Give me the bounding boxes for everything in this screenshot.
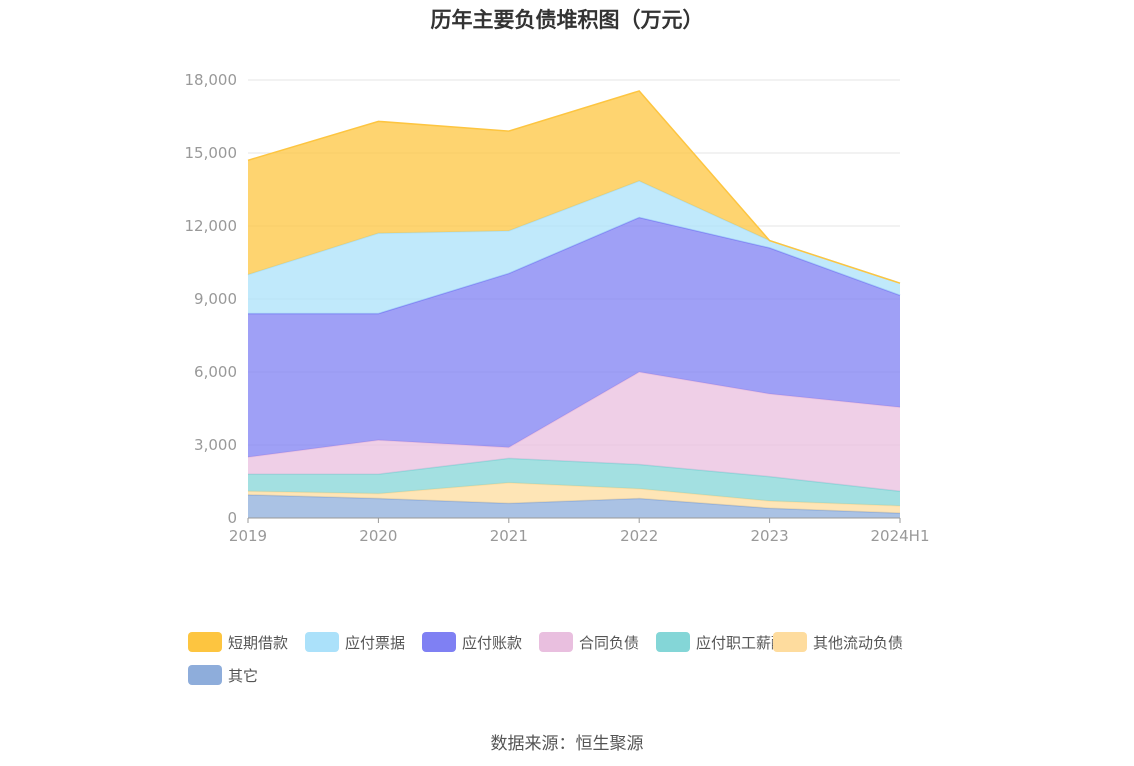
legend-swatch [305,632,339,652]
area-应付票据 [248,180,900,314]
x-tick-label: 2021 [490,527,528,545]
y-tick-label: 9,000 [194,290,237,308]
x-tick-label: 2019 [229,527,267,545]
area-合同负债 [248,372,900,492]
y-tick-label: 3,000 [194,436,237,454]
legend-label: 其它 [228,666,259,685]
x-tick-label: 2024H1 [871,527,930,545]
legend-label: 短期借款 [228,633,289,652]
legend-swatch [188,665,222,685]
legend-label: 其他流动负债 [813,633,904,652]
legend-swatch [422,632,456,652]
legend-item[interactable]: 应付账款 [422,630,522,654]
legend-item[interactable]: 合同负债 [539,630,639,654]
area-应付账款 [248,217,900,458]
area-其他流动负债 [248,482,900,514]
data-source-note: 数据来源：恒生聚源 [490,734,644,754]
legend-item[interactable]: 应付票据 [305,630,405,654]
legend-label: 合同负债 [579,633,640,652]
x-tick-label: 2023 [751,527,789,545]
stacked-area-chart: 0 3,000 6,000 9,000 12,000 15,000 18,000 2019 20… [185,71,930,545]
line-其他流动负债 [247,481,901,507]
legend-swatch [773,632,807,652]
legend-item[interactable]: 短期借款 [188,630,288,654]
chart-title: 历年主要负债堆积图（万元） [430,8,704,32]
legend-item[interactable]: 应付职工薪酬 [656,630,786,654]
y-tick-label: 15,000 [185,144,238,162]
legend-item[interactable]: 其他流动负债 [773,630,903,654]
y-tick-label: 0 [227,509,237,527]
area-其它 [248,494,900,518]
legend-label: 应付职工薪酬 [696,633,787,652]
legend-swatch [539,632,573,652]
legend-label: 应付票据 [345,633,406,652]
legend-label: 应付账款 [462,633,523,652]
legend-swatch [188,632,222,652]
y-tick-label: 18,000 [185,71,238,89]
area-短期借款 [248,90,900,284]
x-tick-label: 2022 [620,527,658,545]
legend-swatch [656,632,690,652]
legend-item[interactable]: 其它 [188,663,258,687]
x-tick-label: 2020 [359,527,397,545]
y-tick-label: 6,000 [194,363,237,381]
line-短期借款 [247,90,901,284]
y-tick-label: 12,000 [185,217,238,235]
